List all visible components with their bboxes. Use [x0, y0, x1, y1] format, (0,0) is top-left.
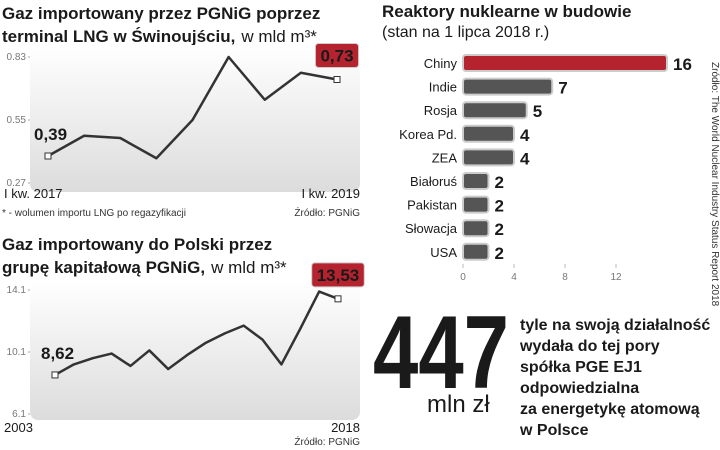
value-badge: 0,73: [314, 43, 360, 68]
x-tick-label: I kw. 2019: [301, 186, 360, 201]
value-badge: 13,53: [311, 262, 365, 288]
line: [54, 290, 339, 377]
value-label: 2: [495, 173, 504, 192]
value-label: 0,39: [34, 125, 67, 144]
unit: w mld m³*: [210, 258, 287, 277]
callout-number: 447: [373, 295, 509, 411]
x-tick-label: 4: [511, 272, 517, 283]
callout-text: za energetykę atomową: [520, 401, 700, 418]
x-tick-label: 12: [610, 272, 622, 283]
bar: [462, 77, 554, 96]
footnote: * - wolumen importu LNG po regazyfikacji: [2, 208, 186, 219]
callout-text: odpowiedzialna: [520, 380, 639, 397]
x-tick-label: 0: [460, 272, 466, 283]
x-tick-label: I kw. 2017: [4, 186, 63, 201]
chart-title: Gaz importowany przez PGNiG poprzez: [2, 4, 320, 23]
bar: [462, 54, 668, 72]
y-tick-label: 0.27: [7, 178, 27, 189]
value-label: 0,73: [320, 47, 353, 66]
value-label: 16: [673, 55, 692, 74]
marker: [334, 295, 342, 303]
category-label: Indie: [429, 80, 457, 95]
marker: [44, 152, 52, 160]
y-tick-label: 0.55: [7, 115, 27, 126]
bar: [462, 124, 515, 143]
category-label: USA: [430, 245, 457, 260]
category-label: Korea Pd.: [399, 127, 457, 142]
y-tick-label: 0.83: [7, 52, 27, 63]
x-tick-label: 8: [562, 272, 568, 283]
bar: [462, 219, 490, 238]
category-label: Pakistan: [407, 198, 457, 213]
bar: [462, 242, 490, 261]
marker: [51, 371, 59, 379]
y-tick-label: 14.1: [7, 285, 27, 296]
bar: [462, 172, 490, 190]
unit: w mld m³*: [240, 27, 317, 46]
badge-box: [314, 43, 360, 68]
value-label: 8,62: [41, 344, 74, 363]
chart-title: Reaktory nuklearne w budowie: [382, 2, 631, 21]
category-label: ZEA: [432, 150, 458, 165]
value-label: 7: [558, 79, 567, 98]
x-tick-label: 2003: [4, 420, 33, 435]
plot-area: [30, 45, 360, 192]
value-label: 2: [495, 220, 504, 239]
chart-title: Gaz importowany do Polski przez: [2, 235, 272, 254]
source: Źródło: The World Nuclear Industry Statu…: [709, 62, 720, 307]
marker: [333, 76, 341, 83]
value-label: 2: [495, 197, 504, 216]
value-label: 4: [520, 126, 530, 145]
bar: [462, 148, 515, 167]
chart-subtitle: (stan na 1 lipca 2018 r.): [382, 24, 549, 41]
callout-text: tyle na swoją działalność: [520, 317, 710, 334]
chart-title: terminal LNG w Świnoujściu,: [2, 27, 235, 46]
bar: [462, 195, 490, 214]
source: Źródło: PGNiG: [294, 206, 360, 219]
category-label: Słowacja: [405, 221, 458, 236]
callout-text: w Polsce: [519, 422, 589, 439]
category-label: Białoruś: [410, 174, 457, 189]
source: Źródło: PGNiG: [294, 435, 360, 448]
badge-box: [311, 262, 365, 288]
value-label: 2: [495, 244, 504, 263]
value-label: 13,53: [317, 266, 360, 285]
callout-unit: mln zł: [427, 391, 490, 418]
value-label: 5: [533, 102, 542, 121]
bar: [462, 101, 528, 120]
callout-text: spółka PGE EJ1: [520, 359, 642, 376]
value-label: 4: [520, 149, 530, 168]
x-tick-label: 2018: [331, 420, 360, 435]
y-tick-label: 10.1: [7, 347, 27, 358]
chart-title: grupę kapitałową PGNiG,: [2, 258, 205, 277]
callout-text: wydała do tej pory: [519, 338, 660, 355]
category-label: Rosja: [424, 103, 458, 118]
category-label: Chiny: [424, 56, 458, 71]
y-tick-label: 6.1: [12, 409, 26, 420]
line: [47, 55, 338, 160]
